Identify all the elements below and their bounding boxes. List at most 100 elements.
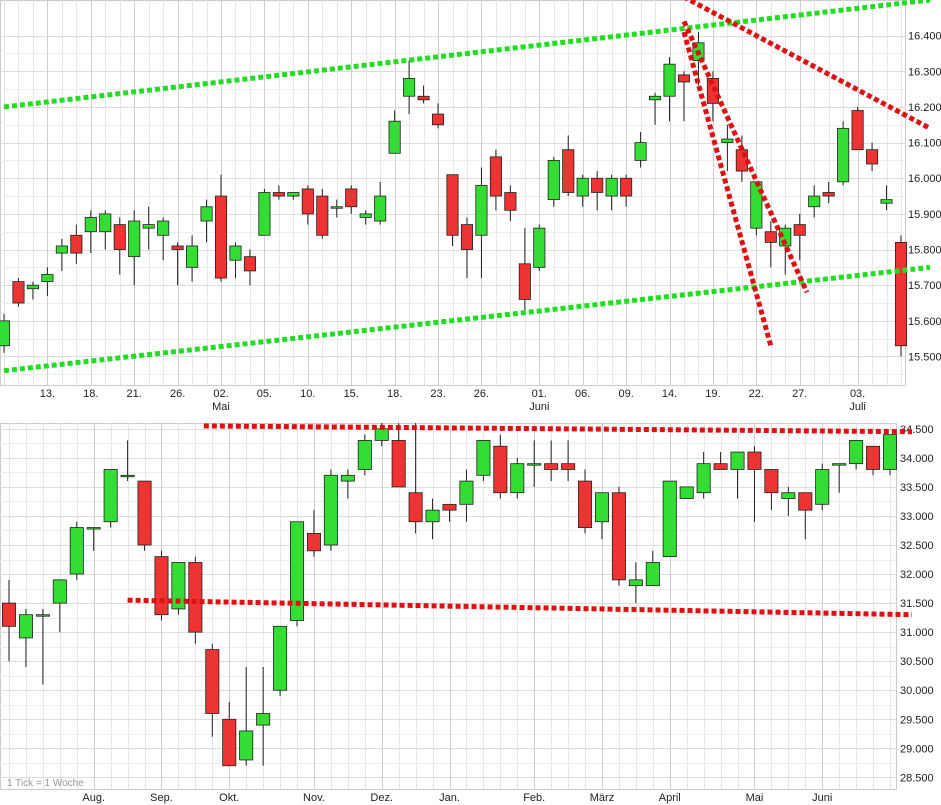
candle [113, 217, 126, 275]
candle-body-down [391, 440, 406, 488]
candle-body-down [677, 74, 691, 83]
y-tick-label: 28.500 [900, 772, 934, 784]
candle [764, 221, 777, 268]
x-tick-label: 06. [575, 388, 590, 400]
candle [99, 210, 112, 250]
candle-body-up [679, 486, 694, 499]
candle [460, 217, 474, 279]
candle [137, 480, 152, 551]
x-tick-label: 19. [705, 388, 720, 400]
x-tick-label: 15. [344, 388, 359, 400]
candle-body-up [99, 213, 112, 233]
daily-trendlines [3, 0, 932, 374]
candle-body-down [793, 224, 806, 236]
candle-body-down [764, 469, 779, 494]
x-tick-label: Mai [746, 792, 764, 804]
candle-body-up [882, 434, 898, 470]
candle [403, 60, 416, 115]
candle [41, 267, 54, 296]
x-tick-sublabel: Mai [212, 401, 230, 413]
candle-body-up [0, 320, 11, 347]
y-tick-label: 16.000 [908, 173, 941, 185]
candle-body-up [649, 95, 662, 101]
candle-body-up [696, 463, 711, 494]
trendline-green [3, 0, 931, 110]
candle-body-up [634, 142, 647, 161]
weekly-candles [1, 423, 898, 767]
candle-body-down [214, 195, 228, 279]
candle [316, 188, 329, 239]
candle-body-up [594, 492, 609, 523]
trendline-red [681, 20, 810, 294]
candle [721, 124, 734, 172]
candle-body-down [747, 451, 762, 470]
candle [330, 199, 343, 218]
candle-body-up [323, 474, 338, 546]
candle-body-up [721, 138, 734, 143]
candle [510, 457, 525, 499]
x-tick-label: 22. [749, 388, 764, 400]
x-tick-label: 01. [532, 388, 547, 400]
candle [591, 171, 604, 211]
candle [611, 486, 626, 586]
candle-body-down [764, 231, 777, 243]
candle [388, 110, 401, 154]
candle-body-down [1, 602, 17, 627]
candle [628, 562, 643, 604]
candle [273, 625, 288, 697]
x-tick-label: März [590, 792, 614, 804]
candle-body-up [157, 220, 170, 236]
candle-body-down [866, 149, 879, 165]
y-tick-label: 15.500 [908, 351, 941, 363]
candle-body-up [605, 177, 618, 197]
weekly-trendlines [127, 423, 913, 618]
candle [86, 527, 101, 551]
candle-body-up [290, 521, 305, 621]
y-tick-label: 32.500 [900, 540, 934, 552]
x-tick-sublabel: Juli [849, 401, 866, 413]
candle [186, 235, 199, 282]
candle [1, 579, 17, 662]
candle [459, 469, 474, 522]
candle-body-down [822, 192, 835, 197]
y-tick-label: 33.500 [900, 482, 934, 494]
candle [547, 156, 560, 207]
x-tick-label: 02. [213, 388, 228, 400]
candle [730, 451, 745, 499]
candle [815, 463, 830, 511]
y-tick-label: 16.200 [908, 102, 941, 114]
trendline-red [681, 31, 774, 347]
candle [851, 106, 864, 151]
x-tick-label: 21. [127, 388, 142, 400]
candle-body-down [431, 113, 445, 126]
candle-body-down [12, 281, 25, 304]
candle [489, 149, 502, 211]
candle-body-down [113, 224, 126, 250]
candle [243, 249, 256, 286]
candle-body-up [287, 192, 300, 197]
candle-body-down [611, 492, 626, 581]
candle-body-down [408, 492, 423, 523]
candle [504, 185, 517, 222]
y-tick-label: 32.000 [900, 569, 934, 581]
trendline-red [203, 423, 913, 435]
candle [793, 213, 806, 261]
candle-body-up [663, 63, 676, 97]
candle [157, 217, 170, 261]
x-tick-label: 10. [300, 388, 315, 400]
candle [518, 228, 531, 311]
candle [476, 440, 491, 482]
candle-body-up [142, 224, 155, 229]
candle [781, 486, 796, 516]
candle-body-down [866, 445, 881, 470]
candle-body-down [205, 649, 220, 714]
candle-body-down [301, 188, 314, 215]
x-tick-label: Juni [812, 792, 832, 804]
candle-body-down [446, 174, 459, 236]
candle [417, 85, 430, 104]
y-tick-label: 15.900 [908, 209, 941, 221]
x-tick-sublabel: Juni [529, 401, 549, 413]
x-tick-label: Aug. [82, 792, 105, 804]
candle-body-down [70, 234, 83, 254]
x-tick-label: Dez. [370, 792, 393, 804]
